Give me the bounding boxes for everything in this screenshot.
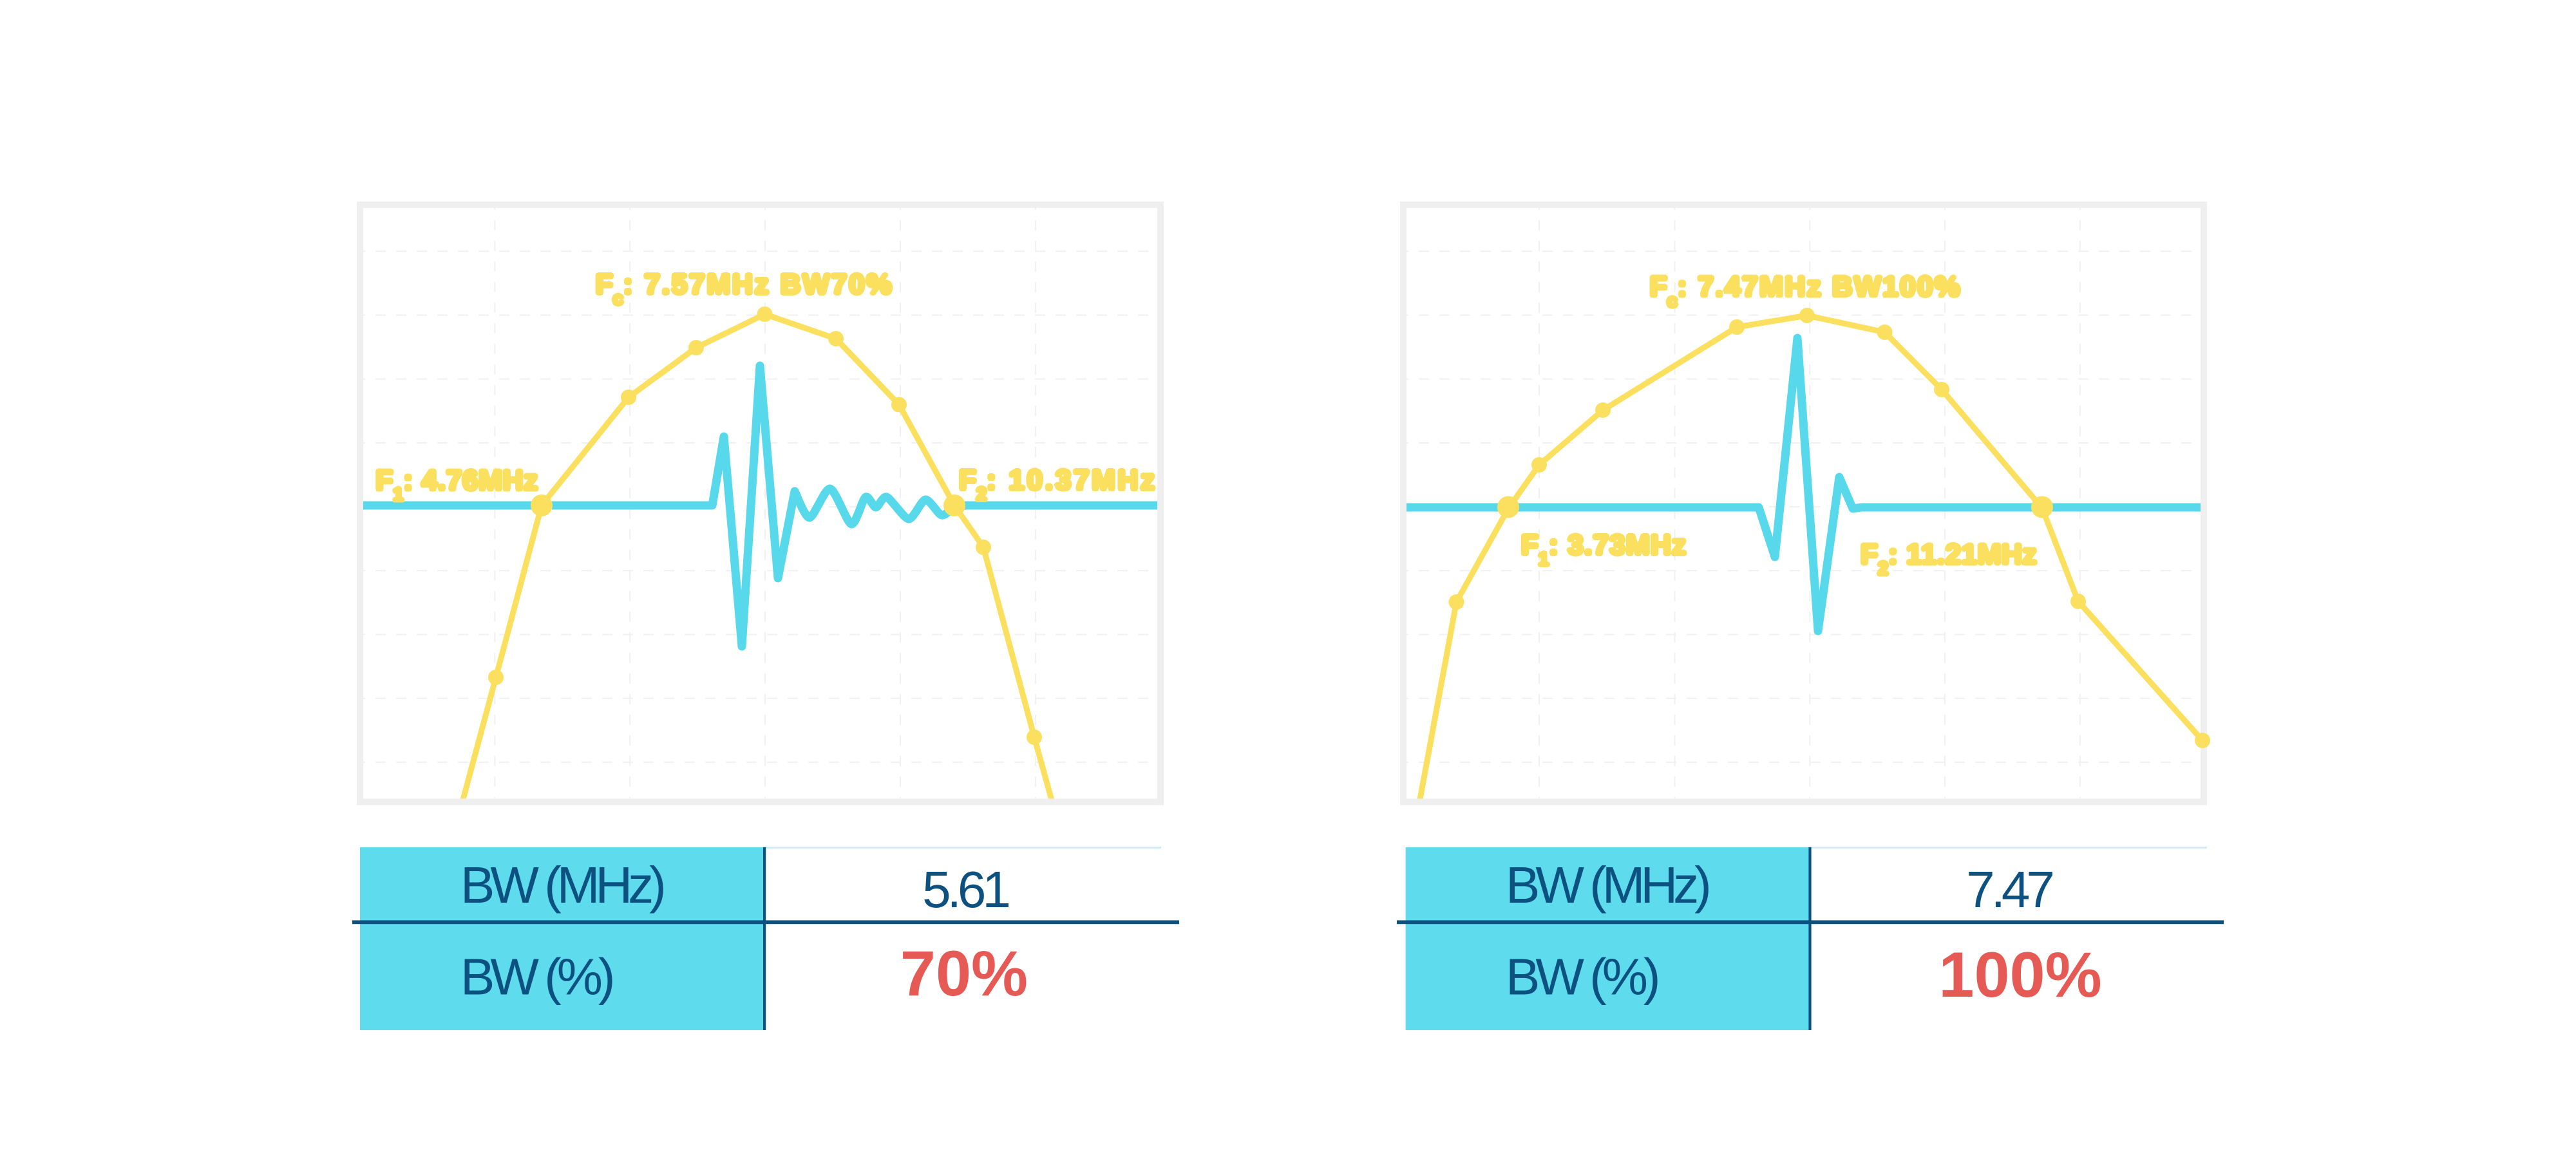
- svg-text:5.61: 5.61: [922, 861, 1009, 918]
- svg-text:BW (MHz): BW (MHz): [460, 856, 663, 914]
- svg-text:BW (%): BW (%): [1506, 948, 1658, 1005]
- svg-text:100%: 100%: [1938, 939, 2101, 1010]
- svg-text:BW (MHz): BW (MHz): [1506, 856, 1709, 914]
- svg-text:70%: 70%: [900, 937, 1028, 1009]
- svg-text:BW (%): BW (%): [460, 948, 612, 1005]
- svg-text:7.47: 7.47: [1966, 861, 2052, 918]
